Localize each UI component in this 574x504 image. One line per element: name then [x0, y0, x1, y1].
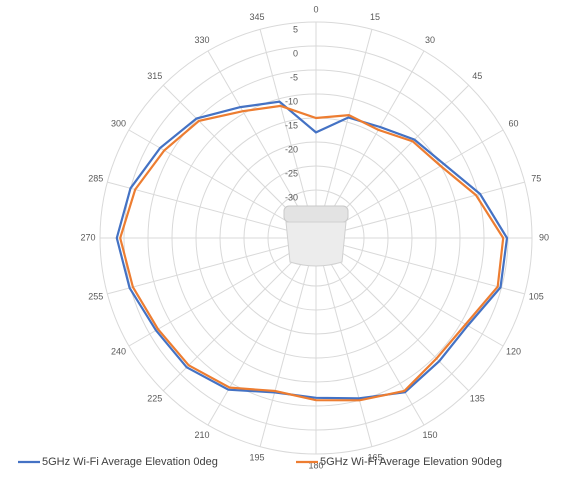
spoke — [259, 29, 317, 239]
angle-label: 270 — [80, 232, 95, 242]
angle-label: 15 — [370, 12, 380, 22]
spoke — [128, 237, 317, 347]
angle-label: 285 — [88, 173, 103, 183]
angle-label: 105 — [529, 291, 544, 301]
angle-label: 210 — [194, 430, 209, 440]
series-line — [119, 104, 505, 402]
angle-label: 120 — [506, 346, 521, 356]
angle-label: 90 — [539, 232, 549, 242]
angle-label: 225 — [147, 394, 162, 404]
angle-label: 255 — [88, 291, 103, 301]
spoke — [315, 237, 504, 347]
r-tick-label: -20 — [285, 144, 298, 154]
spoke — [107, 181, 317, 239]
angle-label: 240 — [111, 346, 126, 356]
spoke — [259, 237, 317, 447]
angle-label: 345 — [249, 12, 264, 22]
angle-label: 60 — [508, 118, 518, 128]
legend-label: 5GHz Wi-Fi Average Elevation 90deg — [320, 456, 502, 468]
legend-label: 5GHz Wi-Fi Average Elevation 0deg — [42, 456, 218, 468]
angle-label: 165 — [367, 453, 382, 463]
series-line — [115, 100, 509, 400]
spoke — [107, 237, 317, 295]
spoke — [315, 181, 525, 239]
r-tick-label: -15 — [285, 120, 298, 130]
r-tick-label: -10 — [285, 96, 298, 106]
spoke — [315, 237, 525, 295]
angle-label: 150 — [422, 430, 437, 440]
spoke — [315, 237, 470, 392]
r-tick-label: -5 — [290, 72, 298, 82]
angle-label: 45 — [472, 71, 482, 81]
spoke — [207, 237, 317, 426]
spoke — [315, 237, 373, 447]
r-tick-label: -25 — [285, 168, 298, 178]
angle-label: 195 — [249, 453, 264, 463]
angle-label: 315 — [147, 71, 162, 81]
angle-label: 0 — [313, 4, 318, 14]
r-tick-label: 0 — [293, 48, 298, 58]
spoke — [315, 237, 425, 426]
angle-label: 180 — [308, 460, 323, 470]
angle-label: 330 — [194, 35, 209, 45]
angle-label: 75 — [531, 173, 541, 183]
r-tick-label: -30 — [285, 192, 298, 202]
r-tick-label: 5 — [293, 24, 298, 34]
spoke — [315, 29, 373, 239]
angle-label: 300 — [111, 118, 126, 128]
device-image — [283, 205, 349, 267]
angle-label: 135 — [470, 394, 485, 404]
angle-label: 30 — [425, 35, 435, 45]
